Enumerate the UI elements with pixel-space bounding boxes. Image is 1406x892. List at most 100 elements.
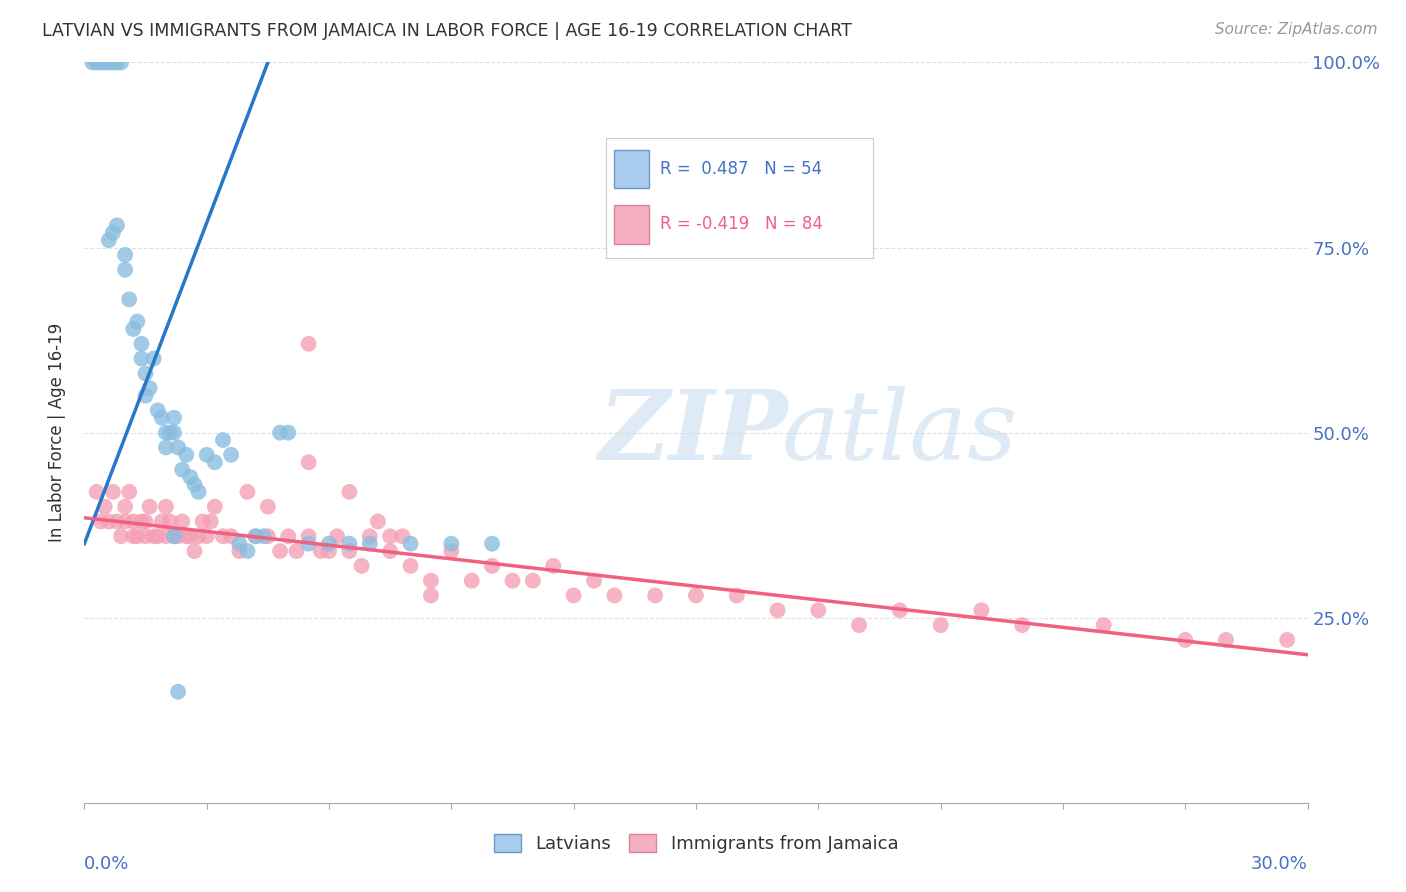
Point [269,544,291,558]
Point [163,529,186,543]
Point [522,574,544,588]
Point [200,515,222,529]
Point [380,544,402,558]
Point [277,529,299,543]
Point [391,529,413,543]
Point [1174,632,1197,647]
Point [725,589,748,603]
Point [219,448,242,462]
Point [187,484,209,499]
Point [155,529,177,543]
Point [298,336,321,351]
Point [339,484,361,499]
Point [155,441,177,455]
Point [326,529,349,543]
Point [135,515,157,529]
Point [105,219,128,233]
Point [889,603,911,617]
Point [367,515,389,529]
Point [127,529,149,543]
Point [420,589,443,603]
Point [502,574,524,588]
Point [122,322,145,336]
Point [167,529,190,543]
Point [105,515,128,529]
Text: 0.0%: 0.0% [84,855,129,872]
Point [350,558,373,573]
Point [101,226,124,240]
Point [298,529,321,543]
Point [1277,632,1299,647]
Point [93,55,115,70]
Point [212,529,235,543]
Point [93,500,115,514]
Point [86,484,108,499]
Point [110,529,132,543]
Point [101,484,124,499]
Point [167,441,190,455]
Point [228,544,250,558]
Text: Source: ZipAtlas.com: Source: ZipAtlas.com [1215,22,1378,37]
Point [114,515,136,529]
Point [142,529,165,543]
Point [172,515,194,529]
Point [1215,632,1237,647]
Point [807,603,830,617]
Point [257,529,280,543]
Point [163,529,186,543]
Point [131,351,153,366]
Point [298,455,321,469]
Point [298,536,321,550]
Text: R =  0.487   N = 54: R = 0.487 N = 54 [659,161,821,178]
Point [583,574,606,588]
Point [253,529,276,543]
Point [195,529,218,543]
Point [114,500,136,514]
Point [309,544,332,558]
Point [101,55,124,70]
Y-axis label: In Labor Force | Age 16-19: In Labor Force | Age 16-19 [48,323,66,542]
Point [359,536,381,550]
Point [118,484,141,499]
Point [399,536,422,550]
Point [245,529,267,543]
Point [146,403,169,417]
Bar [614,205,650,244]
Point [110,55,132,70]
Point [1092,618,1115,632]
Point [562,589,585,603]
Point [146,529,169,543]
Point [114,262,136,277]
Point [135,367,157,381]
Point [929,618,952,632]
Point [204,455,226,469]
Point [122,515,145,529]
Point [150,410,173,425]
Point [131,515,153,529]
Point [481,558,503,573]
Point [163,410,186,425]
Point [245,529,267,543]
Point [82,55,104,70]
Point [481,536,503,550]
Point [155,500,177,514]
Legend: Latvians, Immigrants from Jamaica: Latvians, Immigrants from Jamaica [486,827,905,861]
Text: 30.0%: 30.0% [1251,855,1308,872]
Point [179,529,201,543]
Point [187,529,209,543]
Point [399,558,422,573]
Point [461,574,484,588]
Point [86,55,108,70]
Point [90,55,112,70]
Point [212,433,235,447]
Point [204,500,226,514]
Point [135,529,157,543]
Point [644,589,666,603]
Point [97,515,120,529]
Point [318,536,340,550]
Point [440,544,463,558]
Point [195,448,218,462]
Point [127,314,149,328]
Point [138,381,160,395]
Point [159,425,181,440]
